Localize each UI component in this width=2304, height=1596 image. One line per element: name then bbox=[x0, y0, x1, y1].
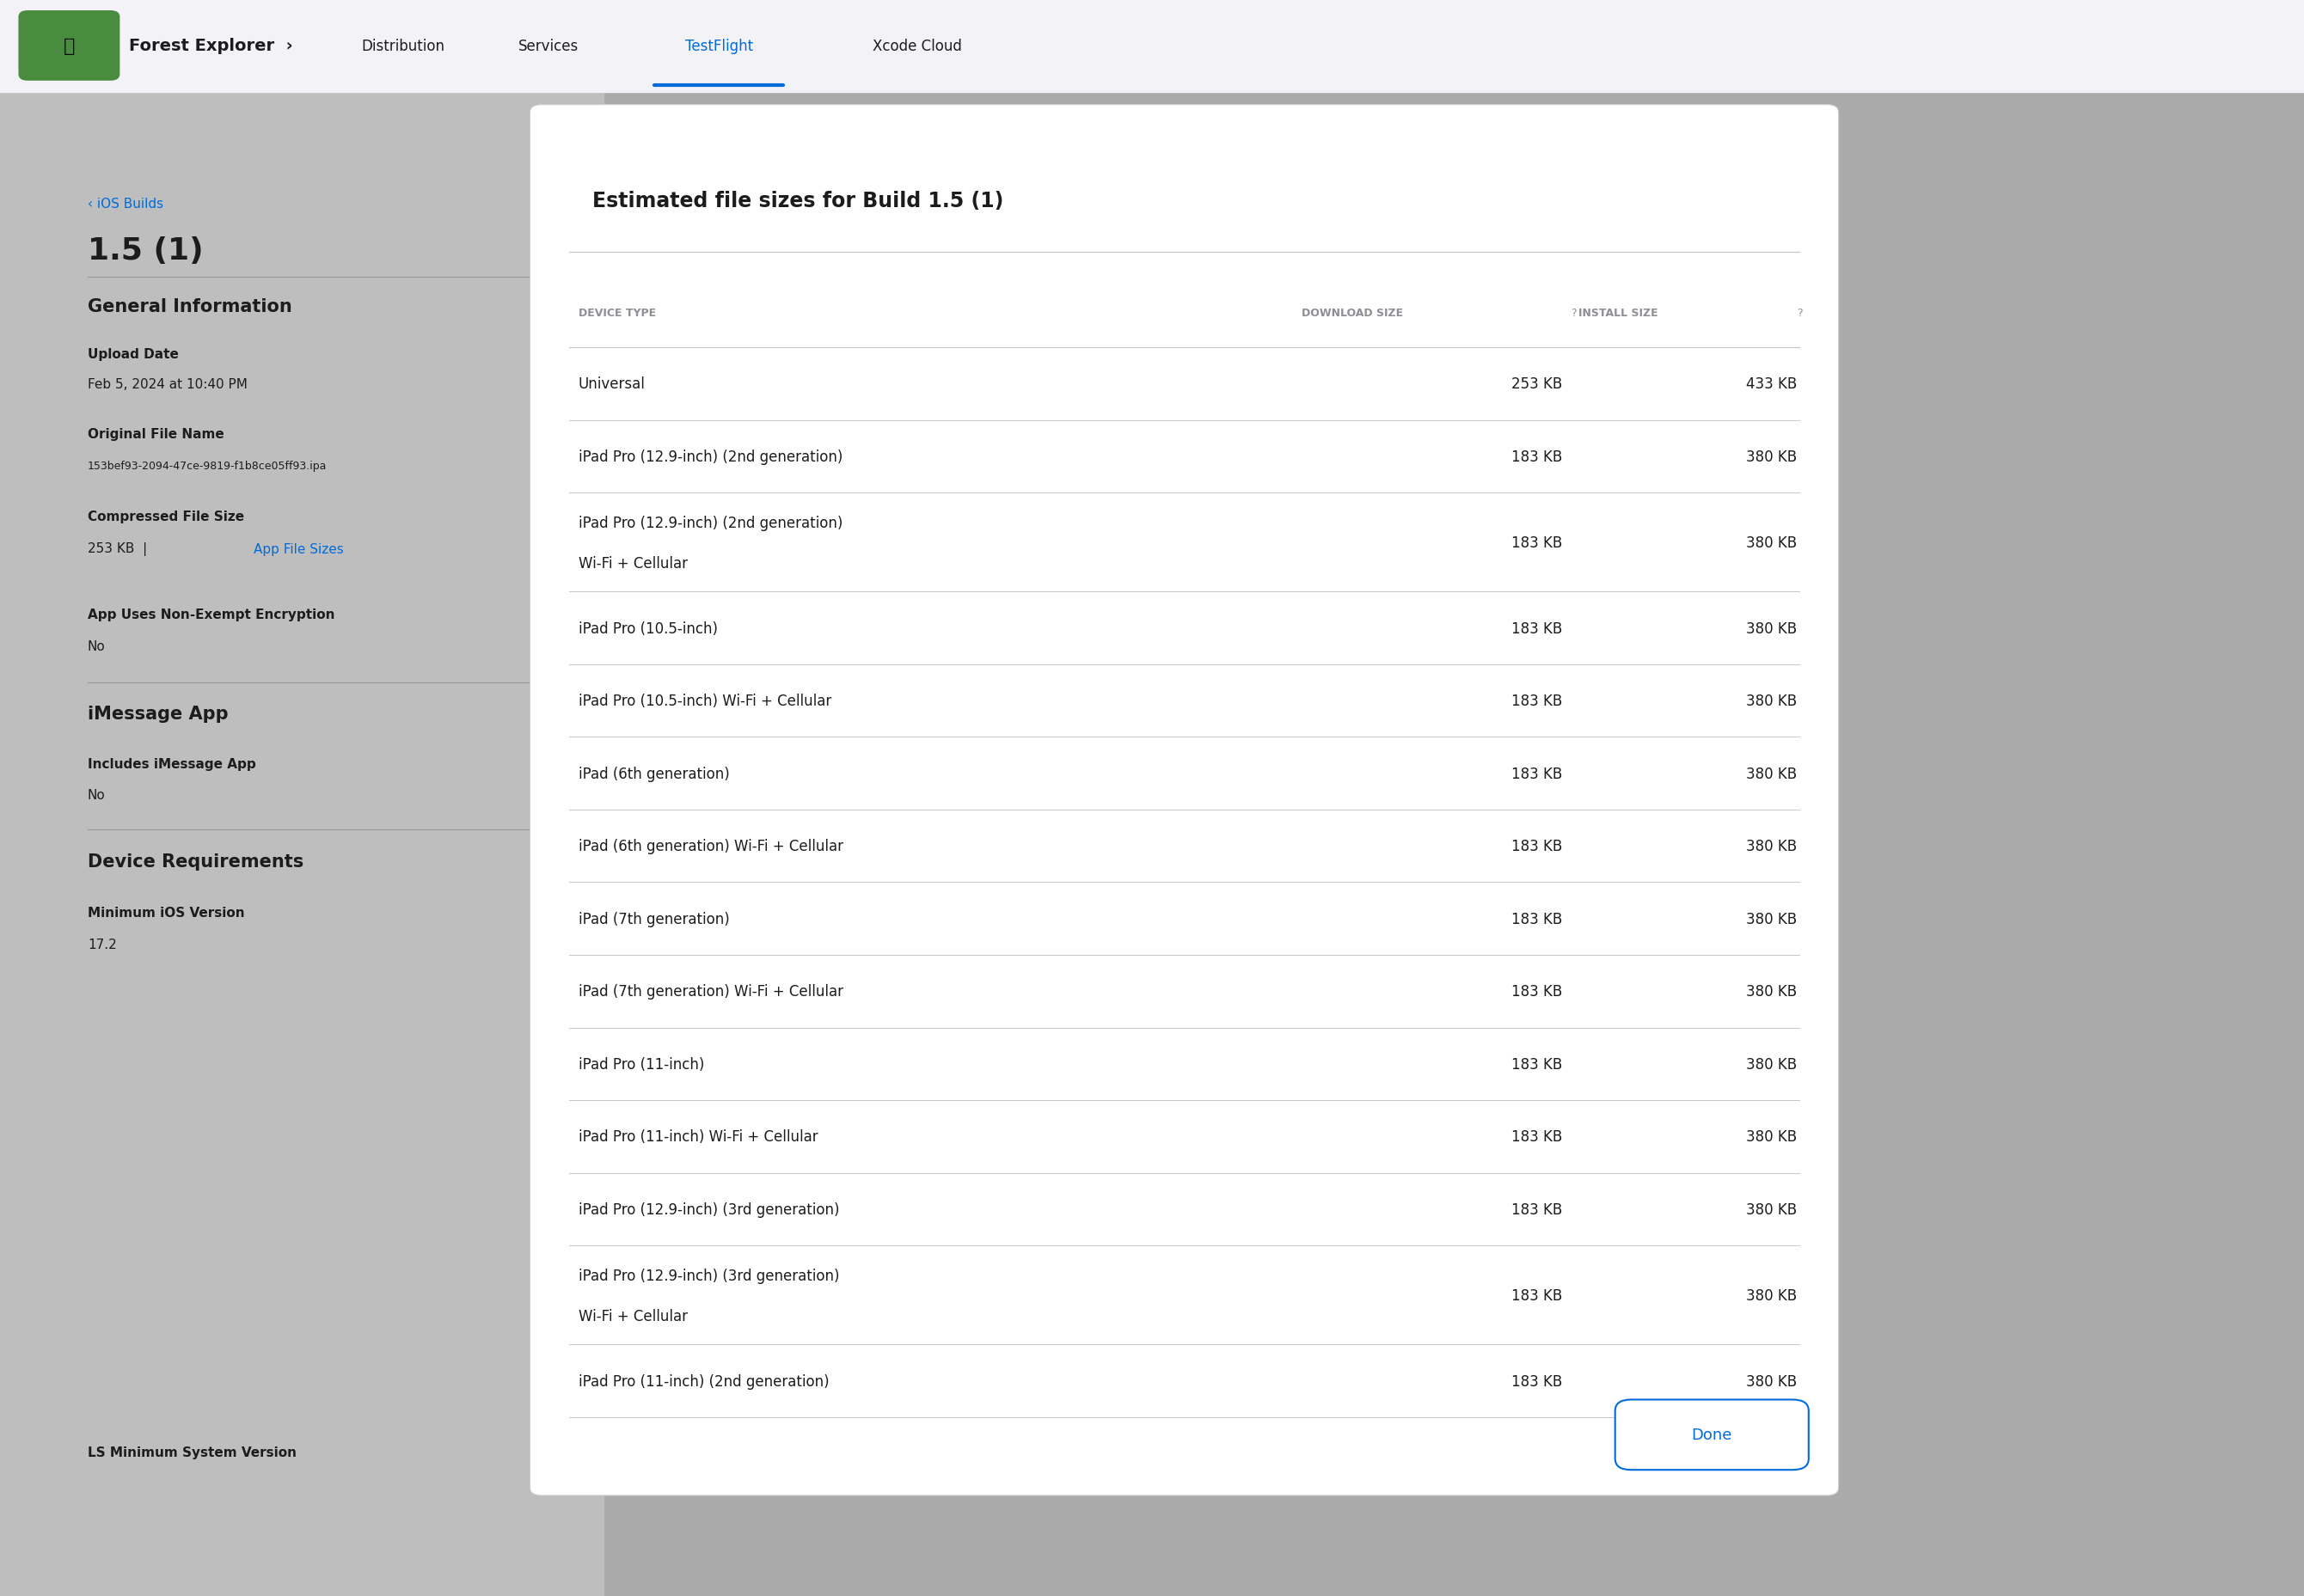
Text: DOWNLOAD SIZE: DOWNLOAD SIZE bbox=[1302, 308, 1403, 318]
Text: 153bef93-2094-47ce-9819-f1b8ce05ff93.ipa: 153bef93-2094-47ce-9819-f1b8ce05ff93.ipa bbox=[88, 461, 327, 471]
Text: INSTALL SIZE: INSTALL SIZE bbox=[1578, 308, 1659, 318]
Text: 183 KB: 183 KB bbox=[1511, 838, 1562, 854]
Text: iPad Pro (12.9-inch) (2nd generation): iPad Pro (12.9-inch) (2nd generation) bbox=[578, 516, 843, 531]
Text: 380 KB: 380 KB bbox=[1746, 1202, 1797, 1218]
Text: No: No bbox=[88, 640, 106, 653]
Text: 183 KB: 183 KB bbox=[1511, 1128, 1562, 1144]
Bar bbox=[0, 93, 604, 1596]
Text: TestFlight: TestFlight bbox=[684, 38, 753, 54]
Text: iPad Pro (10.5-inch) Wi-Fi + Cellular: iPad Pro (10.5-inch) Wi-Fi + Cellular bbox=[578, 693, 832, 709]
Text: App File Sizes: App File Sizes bbox=[253, 543, 343, 555]
Text: 1.5 (1): 1.5 (1) bbox=[88, 236, 203, 265]
Text: iPad (7th generation) Wi-Fi + Cellular: iPad (7th generation) Wi-Fi + Cellular bbox=[578, 983, 843, 999]
Text: 17.2: 17.2 bbox=[88, 938, 118, 951]
Text: 183 KB: 183 KB bbox=[1511, 1373, 1562, 1389]
Text: LS Minimum System Version: LS Minimum System Version bbox=[88, 1446, 297, 1459]
FancyBboxPatch shape bbox=[1615, 1400, 1809, 1470]
Text: iMessage App: iMessage App bbox=[88, 705, 228, 721]
Text: DEVICE TYPE: DEVICE TYPE bbox=[578, 308, 657, 318]
Text: 183 KB: 183 KB bbox=[1511, 911, 1562, 927]
Text: App Uses Non-Exempt Encryption: App Uses Non-Exempt Encryption bbox=[88, 608, 334, 621]
Text: Estimated file sizes for Build 1.5 (1): Estimated file sizes for Build 1.5 (1) bbox=[592, 192, 1002, 211]
Text: Forest Explorer  ›: Forest Explorer › bbox=[129, 38, 293, 54]
Text: 380 KB: 380 KB bbox=[1746, 1288, 1797, 1302]
Text: Xcode Cloud: Xcode Cloud bbox=[873, 38, 961, 54]
Text: 183 KB: 183 KB bbox=[1511, 983, 1562, 999]
Text: 253 KB  |: 253 KB | bbox=[88, 543, 154, 555]
Text: iPad Pro (12.9-inch) (2nd generation): iPad Pro (12.9-inch) (2nd generation) bbox=[578, 448, 843, 464]
FancyBboxPatch shape bbox=[18, 11, 120, 81]
Text: 380 KB: 380 KB bbox=[1746, 983, 1797, 999]
Text: Universal: Universal bbox=[578, 377, 645, 393]
Text: iPad (7th generation): iPad (7th generation) bbox=[578, 911, 730, 927]
Text: ‹ iOS Builds: ‹ iOS Builds bbox=[88, 198, 164, 211]
Text: 183 KB: 183 KB bbox=[1511, 693, 1562, 709]
Text: Feb 5, 2024 at 10:40 PM: Feb 5, 2024 at 10:40 PM bbox=[88, 378, 247, 391]
Text: Wi-Fi + Cellular: Wi-Fi + Cellular bbox=[578, 1309, 687, 1323]
Text: General Information: General Information bbox=[88, 298, 293, 314]
Text: 380 KB: 380 KB bbox=[1746, 1128, 1797, 1144]
Text: Device Protocols: Device Protocols bbox=[1636, 1446, 1758, 1459]
Text: 380 KB: 380 KB bbox=[1746, 693, 1797, 709]
Text: 183 KB: 183 KB bbox=[1511, 1288, 1562, 1302]
Text: No: No bbox=[88, 788, 106, 801]
Text: ?: ? bbox=[1797, 308, 1802, 318]
Text: 183 KB: 183 KB bbox=[1511, 621, 1562, 637]
Text: Services: Services bbox=[518, 38, 578, 54]
Text: Supported Architectures: Supported Architectures bbox=[864, 1446, 1046, 1459]
Text: iPad (6th generation) Wi-Fi + Cellular: iPad (6th generation) Wi-Fi + Cellular bbox=[578, 838, 843, 854]
Text: 380 KB: 380 KB bbox=[1746, 1057, 1797, 1073]
Text: 380 KB: 380 KB bbox=[1746, 1373, 1797, 1389]
Text: Device Requirements: Device Requirements bbox=[88, 854, 304, 870]
Text: iPad Pro (11-inch): iPad Pro (11-inch) bbox=[578, 1057, 705, 1073]
Text: Wi-Fi + Cellular: Wi-Fi + Cellular bbox=[578, 555, 687, 571]
Text: iPad Pro (11-inch) (2nd generation): iPad Pro (11-inch) (2nd generation) bbox=[578, 1373, 829, 1389]
Text: 🌲: 🌲 bbox=[65, 38, 74, 54]
Text: 183 KB: 183 KB bbox=[1511, 448, 1562, 464]
Text: iPad Pro (12.9-inch) (3rd generation): iPad Pro (12.9-inch) (3rd generation) bbox=[578, 1202, 839, 1218]
Text: 380 KB: 380 KB bbox=[1746, 911, 1797, 927]
Text: 183 KB: 183 KB bbox=[1511, 535, 1562, 551]
Text: Done: Done bbox=[1691, 1427, 1733, 1443]
Text: 380 KB: 380 KB bbox=[1746, 766, 1797, 782]
Text: 380 KB: 380 KB bbox=[1746, 621, 1797, 637]
Text: 380 KB: 380 KB bbox=[1746, 838, 1797, 854]
Bar bbox=[0, 0, 2304, 93]
Text: 433 KB: 433 KB bbox=[1746, 377, 1797, 393]
FancyBboxPatch shape bbox=[530, 105, 1839, 1495]
Text: 183 KB: 183 KB bbox=[1511, 766, 1562, 782]
Text: Includes iMessage App: Includes iMessage App bbox=[88, 758, 256, 771]
Text: Upload Date: Upload Date bbox=[88, 348, 180, 361]
Text: iPad (6th generation): iPad (6th generation) bbox=[578, 766, 730, 782]
Text: 380 KB: 380 KB bbox=[1746, 448, 1797, 464]
Text: arm64: arm64 bbox=[864, 1481, 908, 1494]
Text: 380 KB: 380 KB bbox=[1746, 535, 1797, 551]
Text: Original File Name: Original File Name bbox=[88, 428, 223, 440]
Text: Minimum iOS Version: Minimum iOS Version bbox=[88, 907, 244, 919]
Text: iPad Pro (12.9-inch) (3rd generation): iPad Pro (12.9-inch) (3rd generation) bbox=[578, 1269, 839, 1283]
Text: 253 KB: 253 KB bbox=[1511, 377, 1562, 393]
Text: ?: ? bbox=[1571, 308, 1576, 318]
Text: 183 KB: 183 KB bbox=[1511, 1057, 1562, 1073]
Text: 183 KB: 183 KB bbox=[1511, 1202, 1562, 1218]
Text: iPad Pro (11-inch) Wi-Fi + Cellular: iPad Pro (11-inch) Wi-Fi + Cellular bbox=[578, 1128, 818, 1144]
Text: iPad Pro (10.5-inch): iPad Pro (10.5-inch) bbox=[578, 621, 717, 637]
Text: Compressed File Size: Compressed File Size bbox=[88, 511, 244, 523]
Text: Distribution: Distribution bbox=[362, 38, 445, 54]
